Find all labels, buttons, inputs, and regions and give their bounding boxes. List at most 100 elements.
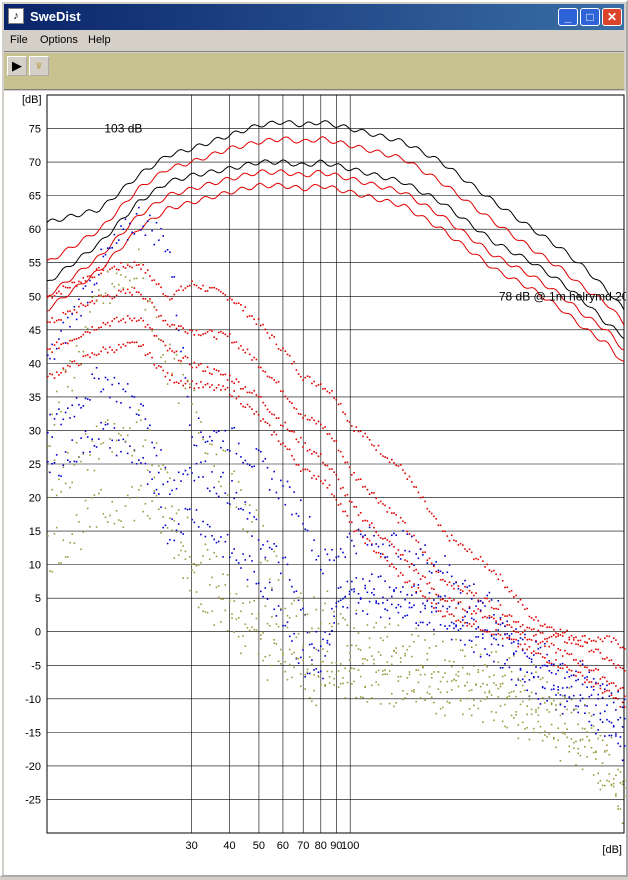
data-point [126,383,129,385]
data-point [566,700,568,703]
series-dots-harmonic-olive-1 [47,248,626,785]
data-point [264,605,267,607]
data-point [555,659,557,661]
data-point [453,587,455,590]
y-tick-label: 15 [29,526,41,538]
data-point [526,671,528,673]
data-point [304,676,306,678]
data-point [592,639,595,642]
data-point [53,462,56,464]
data-point [135,264,138,266]
data-point [482,629,484,632]
data-point [388,623,391,625]
data-point [264,556,267,559]
data-point [220,446,222,449]
data-point [515,628,517,630]
data-point [442,640,444,643]
data-point [260,366,262,369]
y-tick-label: 60 [29,224,41,236]
data-point [89,331,91,334]
data-point [149,517,151,520]
data-point [82,350,85,353]
data-point [555,632,557,634]
series-line-fundamental-4 [47,169,625,351]
data-point [67,342,69,345]
data-point [348,521,351,523]
data-point [479,556,482,558]
data-point [308,448,311,451]
data-point [273,642,275,644]
y-tick-label: -10 [25,694,41,706]
data-point [186,395,189,398]
data-point [251,535,253,537]
data-point [368,646,371,649]
data-point [257,318,260,320]
data-point [193,521,196,524]
data-point [399,605,402,608]
close-button[interactable]: ✕ [602,8,622,26]
data-point [553,664,555,667]
series-dots-harmonic-blue-3 [47,421,626,762]
data-point [175,327,178,330]
menu-help[interactable]: Help [88,34,111,46]
menu-file[interactable]: File [10,34,28,46]
data-point [419,664,422,667]
data-point [302,468,304,471]
data-point [592,725,595,728]
data-point [55,292,58,294]
minimize-button[interactable]: _ [558,8,578,26]
menu-options[interactable]: Options [40,34,78,46]
data-point [171,529,173,531]
data-point [397,680,400,682]
data-point [331,390,333,392]
data-point [541,677,544,679]
data-point [131,294,133,296]
data-point [615,666,617,669]
data-point [577,723,579,726]
data-point [51,488,53,491]
data-point [51,351,53,353]
speaker-app-icon[interactable]: ♪ [8,8,24,24]
data-point [293,666,295,669]
data-point [484,698,486,700]
data-point [368,698,371,700]
data-point [182,357,184,359]
data-point [251,315,253,317]
data-point [138,459,140,461]
data-point [302,417,304,419]
maximize-button[interactable]: □ [580,8,600,26]
data-point [164,319,167,322]
data-point [111,349,113,351]
data-point [504,625,506,628]
data-point [304,614,306,617]
data-point [200,603,202,605]
play-icon[interactable]: ▶ [7,56,27,76]
data-point [550,635,553,638]
data-point [539,666,542,669]
data-point [379,556,382,558]
data-point [291,430,293,433]
data-point [568,668,571,671]
data-point [326,670,329,673]
data-point [424,639,426,641]
data-point [217,585,220,587]
data-point [506,696,508,699]
probe-icon[interactable]: ♆ [29,56,49,76]
data-point [158,239,160,241]
data-point [333,684,335,686]
data-point [446,600,449,602]
data-point [475,636,477,638]
data-point [624,787,626,789]
data-point [158,283,160,285]
data-point [226,335,229,338]
data-point [573,639,575,641]
data-point [359,696,362,698]
data-point [135,291,138,293]
data-point [402,616,404,619]
data-point [166,383,169,385]
data-point [426,652,429,655]
data-point [266,622,269,625]
data-point [566,652,568,655]
data-point [49,357,51,360]
data-point [231,395,233,398]
